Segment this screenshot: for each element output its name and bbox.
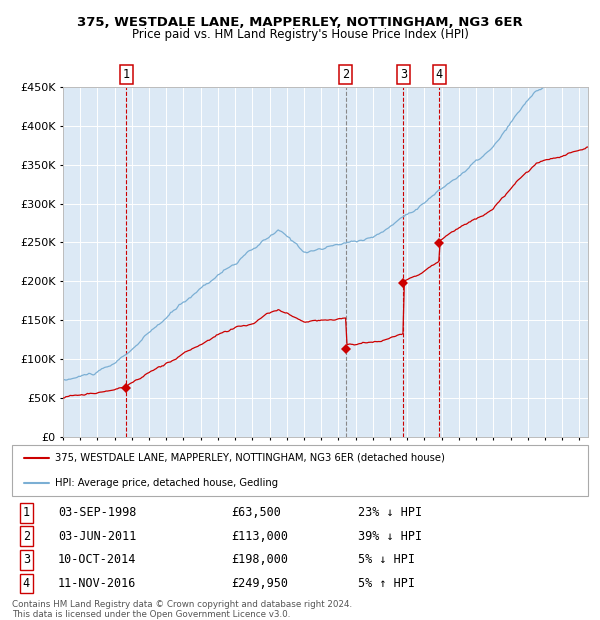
Text: 5% ↓ HPI: 5% ↓ HPI [358, 554, 415, 566]
Text: £113,000: £113,000 [231, 530, 288, 542]
Text: Contains HM Land Registry data © Crown copyright and database right 2024.: Contains HM Land Registry data © Crown c… [12, 600, 352, 609]
Text: 1: 1 [122, 68, 130, 81]
Text: 23% ↓ HPI: 23% ↓ HPI [358, 507, 422, 519]
Text: 03-JUN-2011: 03-JUN-2011 [58, 530, 136, 542]
Text: £63,500: £63,500 [231, 507, 281, 519]
Text: This data is licensed under the Open Government Licence v3.0.: This data is licensed under the Open Gov… [12, 610, 290, 619]
Text: 2: 2 [23, 530, 30, 542]
Text: HPI: Average price, detached house, Gedling: HPI: Average price, detached house, Gedl… [55, 478, 278, 489]
Text: 4: 4 [23, 577, 30, 590]
Text: 4: 4 [436, 68, 443, 81]
Text: 11-NOV-2016: 11-NOV-2016 [58, 577, 136, 590]
Text: 3: 3 [400, 68, 407, 81]
Text: 5% ↑ HPI: 5% ↑ HPI [358, 577, 415, 590]
Text: 375, WESTDALE LANE, MAPPERLEY, NOTTINGHAM, NG3 6ER (detached house): 375, WESTDALE LANE, MAPPERLEY, NOTTINGHA… [55, 453, 445, 463]
Text: 10-OCT-2014: 10-OCT-2014 [58, 554, 136, 566]
Text: £198,000: £198,000 [231, 554, 288, 566]
Text: 39% ↓ HPI: 39% ↓ HPI [358, 530, 422, 542]
Text: 3: 3 [23, 554, 30, 566]
Text: £249,950: £249,950 [231, 577, 288, 590]
Text: 375, WESTDALE LANE, MAPPERLEY, NOTTINGHAM, NG3 6ER: 375, WESTDALE LANE, MAPPERLEY, NOTTINGHA… [77, 16, 523, 29]
Text: 03-SEP-1998: 03-SEP-1998 [58, 507, 136, 519]
Text: Price paid vs. HM Land Registry's House Price Index (HPI): Price paid vs. HM Land Registry's House … [131, 28, 469, 41]
Text: 1: 1 [23, 507, 30, 519]
Text: 2: 2 [342, 68, 349, 81]
